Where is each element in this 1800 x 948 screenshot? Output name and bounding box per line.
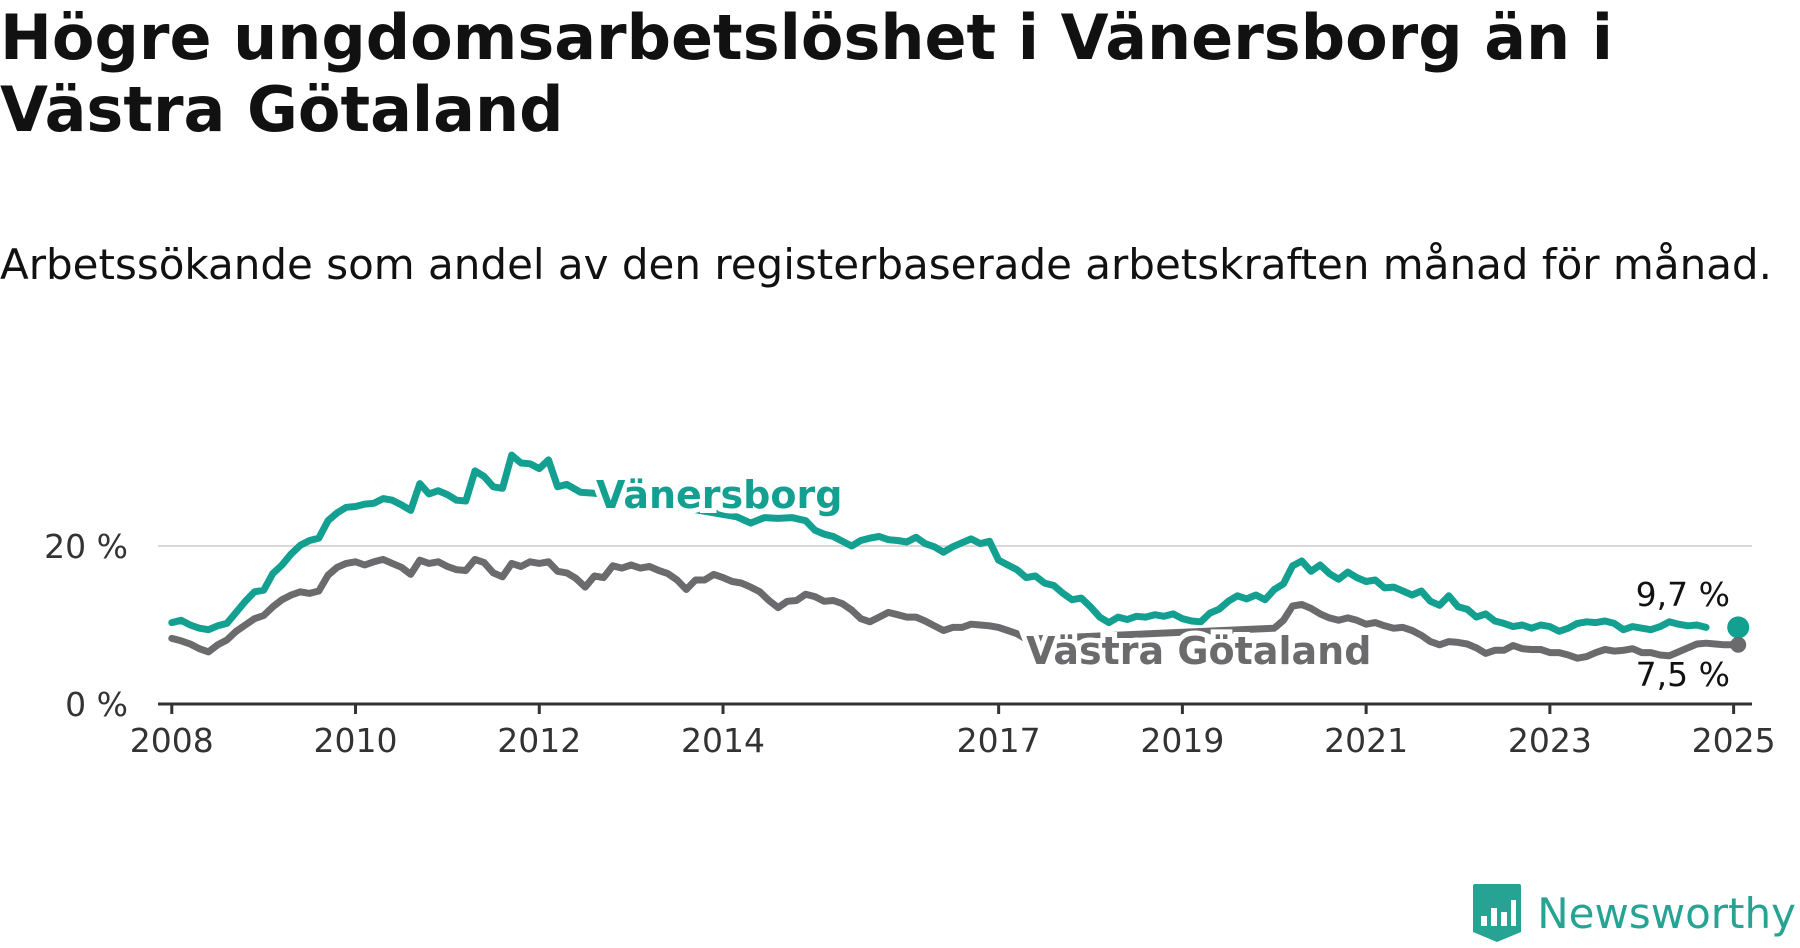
x-tick-label: 2010 — [314, 721, 398, 760]
y-tick-label: 20 % — [44, 527, 128, 566]
y-tick-label: 0 % — [65, 685, 128, 724]
x-tick-label: 2023 — [1508, 721, 1592, 760]
newsworthy-brand: Newsworthy — [1471, 882, 1796, 944]
end-value-vanersborg: 9,7 % — [1636, 575, 1730, 614]
x-tick-label: 2012 — [497, 721, 581, 760]
series-label-vanersborg: Vänersborg — [596, 473, 842, 517]
series-line-vanersborg — [168, 451, 1710, 635]
x-tick-label: 2014 — [681, 721, 765, 760]
y-axis-ticks: 0 % 20 % — [44, 527, 128, 724]
x-axis-ticks: 2008 2010 2012 2014 2017 2019 2021 2023 2025 — [130, 704, 1776, 760]
series-labels: Vänersborg Västra Götaland 9,7 % 7,5 % — [591, 468, 1730, 694]
series-label-vastra-gotaland: Västra Götaland — [1026, 629, 1371, 673]
series-line-vastra-gotaland — [168, 555, 1742, 662]
x-tick-label: 2025 — [1692, 721, 1776, 760]
chart-subtitle: Arbetssökande som andel av den registerb… — [0, 240, 1772, 289]
end-marker-vastra-gotaland — [1730, 636, 1747, 653]
brand-name: Newsworthy — [1537, 888, 1796, 938]
line-chart: 0 % 20 % 2008 2010 2012 2014 2017 2019 2021 2023… — [44, 451, 1776, 760]
bar-chart-logo-icon — [1473, 884, 1522, 942]
x-tick-label: 2017 — [957, 721, 1041, 760]
series-lines — [168, 451, 1750, 662]
chart-title: Högre ungdomsarbetslöshet i Vänersborg ä… — [0, 1, 1614, 146]
x-tick-label: 2021 — [1324, 721, 1408, 760]
x-tick-label: 2008 — [130, 721, 214, 760]
end-marker-vanersborg — [1727, 616, 1750, 639]
x-tick-label: 2019 — [1140, 721, 1224, 760]
end-value-vastra-gotaland: 7,5 % — [1636, 655, 1730, 694]
